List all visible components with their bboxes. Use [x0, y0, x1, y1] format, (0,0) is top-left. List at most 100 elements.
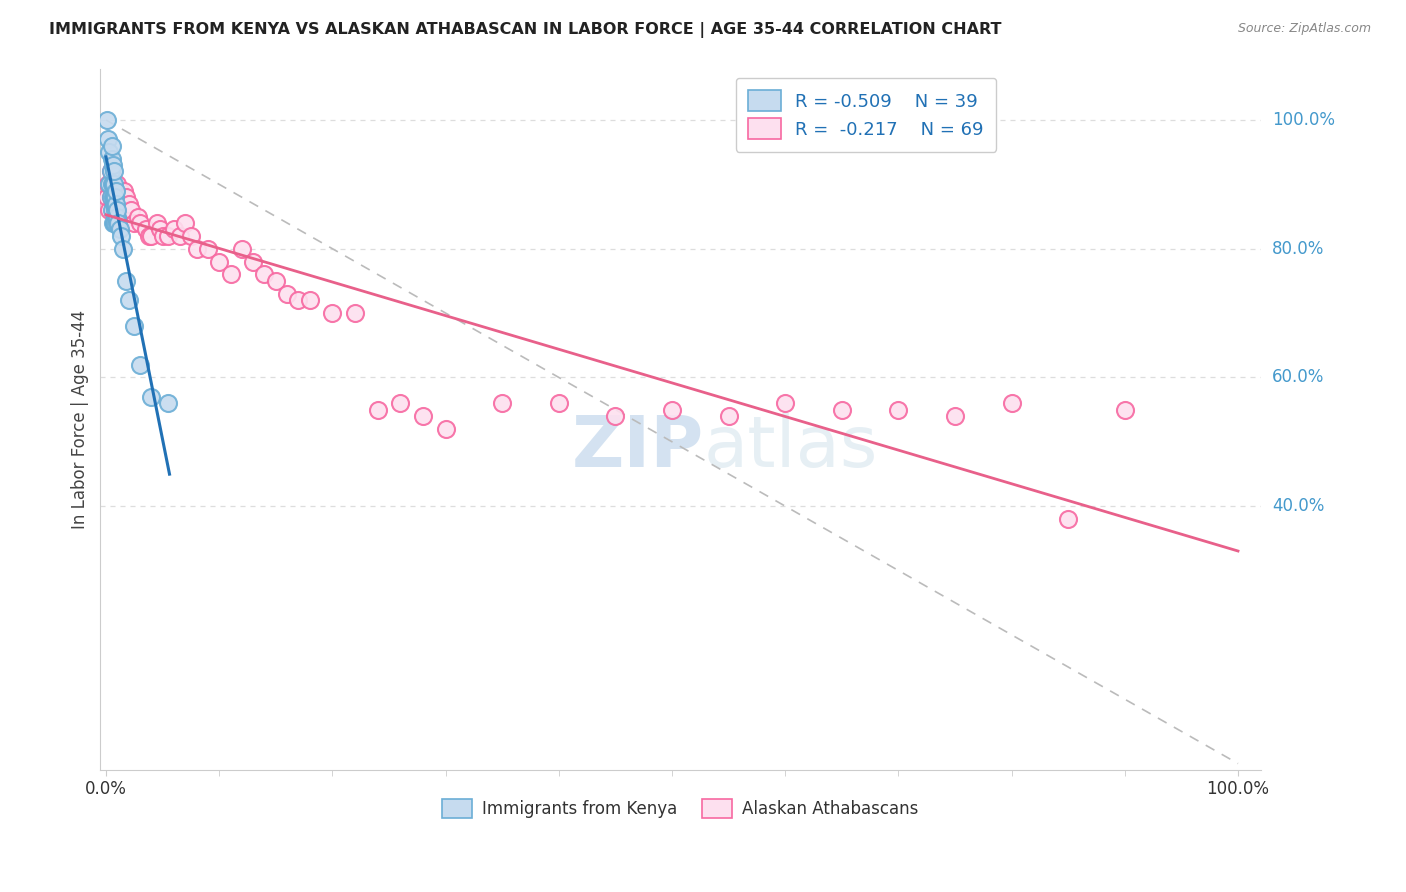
- Point: [101, 216, 124, 230]
- Point: [321, 306, 343, 320]
- Point: [103, 164, 125, 178]
- Text: Source: ZipAtlas.com: Source: ZipAtlas.com: [1237, 22, 1371, 36]
- Point: [389, 396, 412, 410]
- Point: [104, 216, 127, 230]
- Point: [101, 196, 124, 211]
- Point: [100, 152, 122, 166]
- Point: [157, 228, 180, 243]
- Point: [115, 274, 138, 288]
- Point: [773, 396, 796, 410]
- Point: [197, 242, 219, 256]
- Point: [434, 422, 457, 436]
- Point: [943, 409, 966, 423]
- Point: [169, 228, 191, 243]
- Point: [103, 196, 125, 211]
- Point: [231, 242, 253, 256]
- Point: [100, 178, 122, 192]
- Point: [124, 318, 146, 333]
- Point: [104, 196, 127, 211]
- Point: [105, 178, 128, 192]
- Point: [1114, 402, 1136, 417]
- Point: [103, 216, 125, 230]
- Point: [105, 196, 128, 211]
- Point: [298, 293, 321, 308]
- Point: [112, 184, 135, 198]
- Point: [491, 396, 513, 410]
- Point: [1000, 396, 1022, 410]
- Point: [412, 409, 434, 423]
- Point: [120, 203, 142, 218]
- Point: [108, 222, 131, 236]
- Point: [276, 286, 298, 301]
- Point: [104, 196, 127, 211]
- Point: [103, 190, 125, 204]
- Point: [114, 210, 136, 224]
- Point: [100, 190, 122, 204]
- Point: [367, 402, 389, 417]
- Point: [100, 164, 122, 178]
- Point: [219, 268, 242, 282]
- Point: [105, 184, 128, 198]
- Point: [163, 222, 186, 236]
- Point: [103, 178, 125, 192]
- Text: 100.0%: 100.0%: [1272, 111, 1334, 129]
- Y-axis label: In Labor Force | Age 35-44: In Labor Force | Age 35-44: [72, 310, 89, 529]
- Point: [146, 216, 169, 230]
- Point: [118, 196, 141, 211]
- Point: [152, 228, 174, 243]
- Point: [100, 190, 122, 204]
- Point: [101, 184, 124, 198]
- Point: [110, 228, 132, 243]
- Point: [108, 184, 131, 198]
- Point: [105, 210, 128, 224]
- Point: [887, 402, 910, 417]
- Point: [124, 216, 146, 230]
- Point: [242, 254, 264, 268]
- Point: [135, 222, 157, 236]
- Point: [107, 216, 129, 230]
- Point: [138, 228, 160, 243]
- Point: [96, 113, 118, 128]
- Point: [605, 409, 627, 423]
- Text: 60.0%: 60.0%: [1272, 368, 1324, 386]
- Point: [111, 242, 134, 256]
- Text: IMMIGRANTS FROM KENYA VS ALASKAN ATHABASCAN IN LABOR FORCE | AGE 35-44 CORRELATI: IMMIGRANTS FROM KENYA VS ALASKAN ATHABAS…: [49, 22, 1001, 38]
- Point: [118, 293, 141, 308]
- Point: [103, 178, 125, 192]
- Point: [105, 203, 128, 218]
- Point: [180, 228, 202, 243]
- Point: [98, 203, 121, 218]
- Point: [1057, 512, 1080, 526]
- Point: [149, 222, 172, 236]
- Point: [100, 164, 122, 178]
- Point: [100, 190, 122, 204]
- Point: [141, 390, 163, 404]
- Point: [98, 145, 121, 160]
- Point: [264, 274, 287, 288]
- Point: [661, 402, 683, 417]
- Point: [107, 196, 129, 211]
- Point: [105, 203, 128, 218]
- Point: [100, 203, 122, 218]
- Point: [344, 306, 367, 320]
- Point: [129, 358, 152, 372]
- Point: [101, 158, 124, 172]
- Point: [111, 196, 134, 211]
- Point: [253, 268, 276, 282]
- Point: [98, 178, 121, 192]
- Text: atlas: atlas: [704, 413, 879, 482]
- Point: [97, 132, 120, 146]
- Text: 80.0%: 80.0%: [1272, 240, 1324, 258]
- Point: [287, 293, 309, 308]
- Point: [717, 409, 740, 423]
- Point: [101, 178, 124, 192]
- Point: [97, 178, 120, 192]
- Text: ZIP: ZIP: [571, 413, 704, 482]
- Point: [208, 254, 231, 268]
- Point: [101, 190, 124, 204]
- Point: [115, 190, 138, 204]
- Point: [110, 203, 132, 218]
- Point: [831, 402, 853, 417]
- Point: [186, 242, 208, 256]
- Text: 40.0%: 40.0%: [1272, 497, 1324, 516]
